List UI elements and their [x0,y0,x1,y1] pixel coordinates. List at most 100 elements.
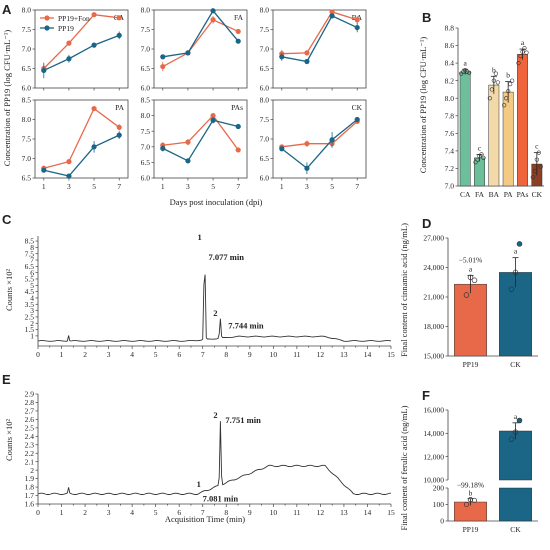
x-tick-label: 3 [107,508,111,517]
panel-c-ylabel: Counts ×10² [4,269,14,312]
x-tick-label: PP19 [463,360,479,369]
x-tick-label: BA [489,190,500,199]
y-tick-label: 6.5 [141,158,151,167]
x-tick-label: 1 [161,182,165,191]
replicate-point [495,80,500,85]
legend-marker [44,25,50,31]
x-tick-label: CA [460,190,471,199]
panel-e-ylabel: Counts ×10² [4,419,14,462]
y-tick-label: 100 [433,500,445,509]
series-line [43,13,120,69]
y-tick-label: 18,000 [423,322,444,331]
x-tick-label: 7 [117,182,121,191]
panel-a-xlabel: Days post inoculation (dpi) [170,197,263,207]
x-tick-label: 11 [293,350,300,359]
replicate-point [473,160,478,165]
replicate-point [481,155,486,161]
peak-number: 1 [198,232,202,242]
data-point [116,15,122,21]
data-point [66,56,72,62]
chromatogram-trace [37,274,392,342]
data-point [66,159,72,165]
x-tick-label: 13 [340,350,348,359]
y-tick-label: 1 [30,331,34,340]
data-point [235,38,241,44]
panel-label-f: F [422,388,430,403]
panel-c-chromatogram: 11.522.533.544.555.566.577.588.50 1 2 3 4 5 6 7… [25,232,395,359]
replicate-point [508,82,513,87]
y-tick-label: 7.5 [260,115,270,124]
replicate-point [491,78,496,83]
y-tick-label: 27,000 [423,234,444,243]
y-tick-label: 1.5 [25,325,35,334]
peak-time: 7.077 min [209,252,245,262]
y-tick-label: 2.4 [25,432,35,441]
y-tick-label: 1.6 [25,500,35,509]
data-point [91,144,97,150]
x-tick-label: 4 [130,508,134,517]
series-line [43,107,120,169]
y-tick-label: 6 [30,268,34,277]
y-tick-label: 8.6 [445,41,455,50]
data-point [354,17,360,23]
data-point [91,12,97,18]
y-tick-label: 7.5 [22,25,32,34]
replicate-point [516,241,523,247]
data-point [279,146,285,152]
significance-letter: a [469,264,473,273]
series-line [162,9,239,58]
replicate-point [520,49,525,54]
x-tick-label: CK [510,360,521,369]
panel-e-xlabel: Acquisition Time (min) [165,514,245,524]
y-tick-label: 6.0 [141,84,151,93]
subplot-title: PA [115,103,124,112]
x-tick-label: 9 [248,508,252,517]
replicate-point [502,103,507,108]
x-tick-label: PAs [517,190,529,199]
series-line [281,120,358,148]
y-tick-label: 7.5 [141,127,151,136]
significance-letter: a [514,247,518,256]
y-tick-label: 7.0 [141,45,151,54]
panel-f-ylabel: Final content of ferulic acid (ng/mL) [399,405,409,530]
y-tick-label: 7.0 [260,45,270,54]
y-tick-label: 4.5 [25,287,35,296]
legend-label: PP19+Fon [58,14,90,23]
x-tick-label: 14 [364,508,372,517]
data-point [66,173,72,179]
y-tick-label: 15,000 [423,352,444,361]
y-tick-label: 6.5 [141,64,151,73]
panel-d-chart: 15,000 18,000 21,000 24,000 27,000 a PP19 a CK −5… [423,234,538,369]
data-point [329,9,335,15]
panel-d-ylabel: Final content of cinnamic acid (ng/mL) [399,223,409,357]
x-tick-label: 0 [36,508,40,517]
x-tick-label: 3 [67,182,71,191]
series-line [43,134,120,177]
replicate-point [508,436,515,442]
series-line [281,11,358,55]
x-tick-label: FA [475,190,485,199]
bar [459,71,471,187]
data-point [304,141,310,147]
bar [502,91,514,187]
replicate-point [487,96,492,101]
x-tick-label: 7 [236,182,240,191]
y-tick-label: 8.0 [260,96,270,105]
replicate-point [489,87,494,92]
bar [454,283,487,357]
bar [474,157,485,187]
y-tick-label: 6.0 [141,174,151,183]
x-tick-label: 3 [305,182,309,191]
peak-number: 2 [213,410,217,420]
y-tick-label: 7.6 [445,129,455,138]
replicate-point [532,168,537,174]
y-tick-label: 16,000 [423,406,444,415]
y-tick-label: 8.5 [141,96,151,105]
y-tick-label: 10,000 [423,476,444,485]
y-tick-label: 6.5 [22,64,32,73]
x-tick-label: CK [532,190,543,199]
data-point [185,50,191,56]
y-tick-label: 21,000 [423,293,444,302]
x-tick-label: 7 [201,350,205,359]
panel-b-chart: 7.0 7.2 7.4 7.6 7.8 8.0 8.2 8.4 8.6 8.8 a CA c FA b BA b… [445,24,544,199]
